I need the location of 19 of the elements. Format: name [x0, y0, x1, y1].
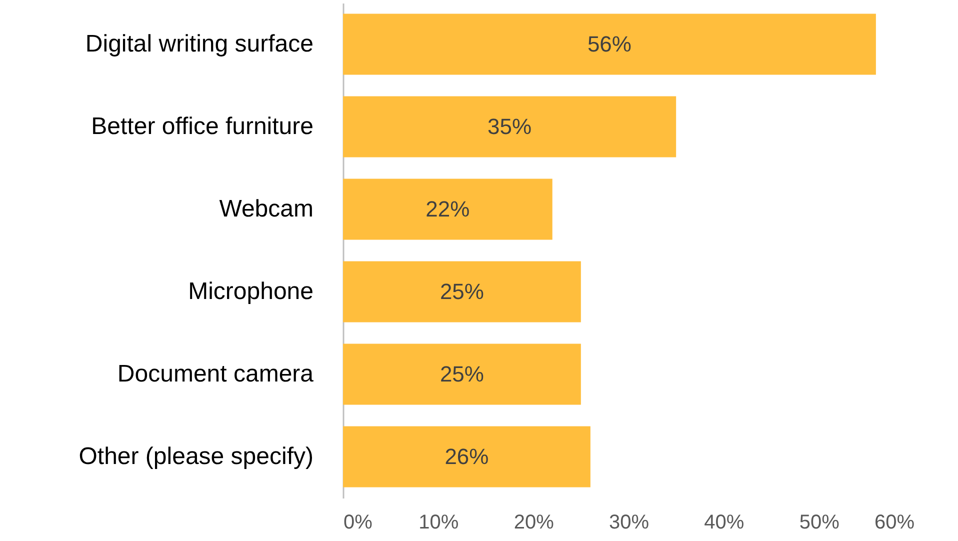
- data-label: 26%: [444, 444, 489, 469]
- y-tick-label: Other (please specify): [78, 442, 314, 470]
- y-tick-label: Document camera: [117, 360, 314, 388]
- data-label: 56%: [587, 31, 632, 56]
- x-tick-label: 20%: [514, 512, 554, 534]
- y-tick-label: Digital writing surface: [85, 30, 314, 58]
- x-tick-label: 40%: [704, 512, 744, 534]
- data-label: 35%: [488, 114, 532, 139]
- x-tick-label: 0%: [344, 512, 373, 534]
- x-tick-label: 10%: [418, 512, 459, 534]
- x-tick-label: 60%: [874, 512, 915, 534]
- x-tick-label: 30%: [608, 512, 650, 534]
- data-label: 22%: [426, 196, 470, 222]
- data-label: 25%: [440, 361, 484, 386]
- y-tick-label: Better office furniture: [91, 112, 314, 140]
- y-tick-label: Microphone: [188, 278, 314, 305]
- data-label: 25%: [440, 278, 484, 304]
- x-tick-label: 50%: [799, 512, 840, 534]
- y-tick-label: Webcam: [219, 195, 314, 222]
